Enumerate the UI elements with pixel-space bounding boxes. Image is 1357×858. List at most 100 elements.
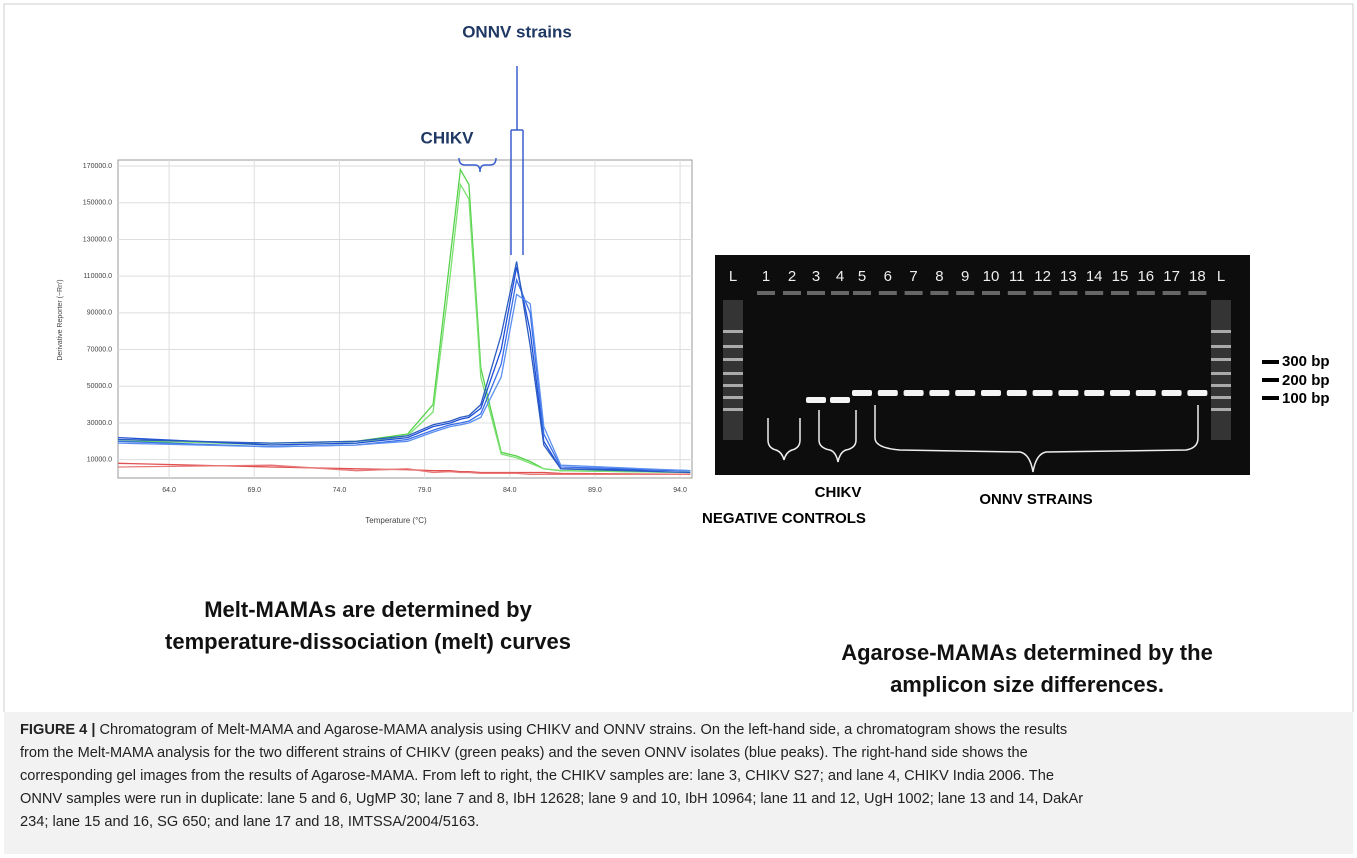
panel-caption: amplicon size differences. bbox=[890, 672, 1164, 697]
group-label: NEGATIVE CONTROLS bbox=[702, 510, 866, 527]
melt-curve bbox=[117, 261, 691, 474]
well bbox=[904, 291, 923, 295]
annotation: CHIKV bbox=[421, 128, 475, 147]
lane-label: 5 bbox=[858, 268, 866, 285]
dna-band bbox=[830, 397, 850, 403]
marker-label: 200 bp bbox=[1282, 372, 1330, 389]
ladder-smear bbox=[723, 300, 743, 440]
dna-band bbox=[1032, 390, 1053, 396]
y-tick-label: 70000.0 bbox=[87, 346, 112, 353]
ladder-band bbox=[723, 358, 743, 361]
ladder-band bbox=[1211, 384, 1231, 387]
well bbox=[1085, 291, 1104, 295]
melt-curve bbox=[117, 266, 691, 472]
caption-text: Chromatogram of Melt-MAMA and Agarose-MA… bbox=[99, 722, 1068, 738]
ladder-band bbox=[1211, 408, 1231, 411]
lane-label: 1 bbox=[762, 268, 770, 285]
dna-band bbox=[981, 390, 1001, 396]
panel-caption: Melt-MAMAs are determined by bbox=[204, 597, 532, 622]
dna-band bbox=[955, 390, 976, 396]
ladder-band bbox=[1211, 345, 1231, 348]
y-tick-label: 110000.0 bbox=[83, 273, 112, 280]
lane-label: 14 bbox=[1086, 268, 1103, 285]
well bbox=[1162, 291, 1181, 295]
dna-band bbox=[877, 390, 898, 396]
lane-label: 11 bbox=[1009, 268, 1025, 285]
well bbox=[1033, 291, 1052, 295]
y-tick-label: 90000.0 bbox=[87, 310, 112, 317]
plot-area bbox=[117, 159, 693, 479]
dna-band bbox=[852, 390, 872, 396]
lane-label: 9 bbox=[961, 268, 969, 285]
dna-band bbox=[806, 397, 826, 403]
dna-band bbox=[1110, 390, 1130, 396]
dna-band bbox=[1135, 390, 1156, 396]
x-tick-label: 79.0 bbox=[418, 487, 432, 494]
lane-brackets bbox=[767, 405, 1199, 473]
dna-band bbox=[903, 390, 924, 396]
figure: ONNV strains CHIKV Temperature (°C) Deri… bbox=[3, 3, 1354, 712]
well bbox=[878, 291, 897, 295]
gel: L 1 2 3 4 5 6 7 8 9 10 11 12 13 14 15 16 17 18 L bbox=[723, 268, 1231, 440]
x-tick-label: 69.0 bbox=[247, 487, 261, 494]
y-tick-label: 150000.0 bbox=[83, 200, 112, 207]
lane-label: 10 bbox=[983, 268, 1000, 285]
dna-band bbox=[1006, 390, 1027, 396]
figure-border bbox=[3, 3, 1354, 712]
lane-label: 18 bbox=[1189, 268, 1206, 285]
lane-label: 3 bbox=[812, 268, 820, 285]
melt-curve bbox=[117, 462, 691, 475]
ladder-band bbox=[723, 384, 743, 387]
y-tick-label: 50000.0 bbox=[87, 383, 112, 390]
y-tick-label: 10000.0 bbox=[87, 456, 112, 463]
lane-label: 8 bbox=[935, 268, 943, 285]
lane-label: 12 bbox=[1034, 268, 1051, 285]
ladder-band bbox=[723, 372, 743, 375]
x-tick-label: 94.0 bbox=[673, 487, 687, 494]
ladder-band bbox=[1211, 396, 1231, 399]
lane-label: L bbox=[1217, 268, 1225, 285]
ladder-band bbox=[1211, 358, 1231, 361]
annotation: ONNV strains bbox=[462, 22, 572, 41]
lane-label: 16 bbox=[1137, 268, 1154, 285]
ladder-band bbox=[723, 396, 743, 399]
dna-band bbox=[1187, 390, 1208, 396]
marker-label: 300 bp bbox=[1282, 353, 1330, 370]
x-tick-label: 74.0 bbox=[333, 487, 347, 494]
lane-label: 17 bbox=[1163, 268, 1180, 285]
well bbox=[783, 291, 801, 295]
x-tick-label: 64.0 bbox=[162, 487, 176, 494]
well bbox=[956, 291, 975, 295]
marker-label: 100 bp bbox=[1282, 390, 1330, 407]
lane-label: 4 bbox=[836, 268, 844, 285]
panel-caption: Agarose-MAMAs determined by the bbox=[841, 640, 1213, 665]
ladder-band bbox=[723, 345, 743, 348]
well bbox=[831, 291, 849, 295]
lane-label: 7 bbox=[909, 268, 917, 285]
group-label: CHIKV bbox=[815, 484, 862, 501]
lane-label: 2 bbox=[788, 268, 796, 285]
well bbox=[1111, 291, 1129, 295]
y-tick-label: 30000.0 bbox=[87, 420, 112, 427]
y-tick-label: 170000.0 bbox=[83, 163, 112, 170]
well bbox=[1007, 291, 1026, 295]
annotation-bracket bbox=[458, 66, 524, 255]
x-tick-label: 89.0 bbox=[588, 487, 602, 494]
gel-image bbox=[715, 255, 1250, 475]
x-tick-label: 84.0 bbox=[503, 487, 517, 494]
ladder-band bbox=[1211, 372, 1231, 375]
caption-line: ONNV samples were run in duplicate: lane… bbox=[20, 791, 1084, 807]
caption-label: FIGURE 4 | bbox=[20, 722, 96, 738]
caption-line: from the Melt-MAMA analysis for the two … bbox=[20, 745, 1028, 761]
caption-line: corresponding gel images from the result… bbox=[20, 768, 1054, 784]
dna-band bbox=[929, 390, 950, 396]
marker-ticks bbox=[1262, 360, 1279, 400]
y-tick-label: 130000.0 bbox=[83, 236, 112, 243]
lane-label: L bbox=[729, 268, 737, 285]
group-label: ONNV STRAINS bbox=[979, 491, 1092, 508]
lane-label: 13 bbox=[1060, 268, 1077, 285]
caption-line: FIGURE 4 | Chromatogram of Melt-MAMA and… bbox=[20, 722, 1067, 738]
well bbox=[757, 291, 775, 295]
well bbox=[982, 291, 1000, 295]
